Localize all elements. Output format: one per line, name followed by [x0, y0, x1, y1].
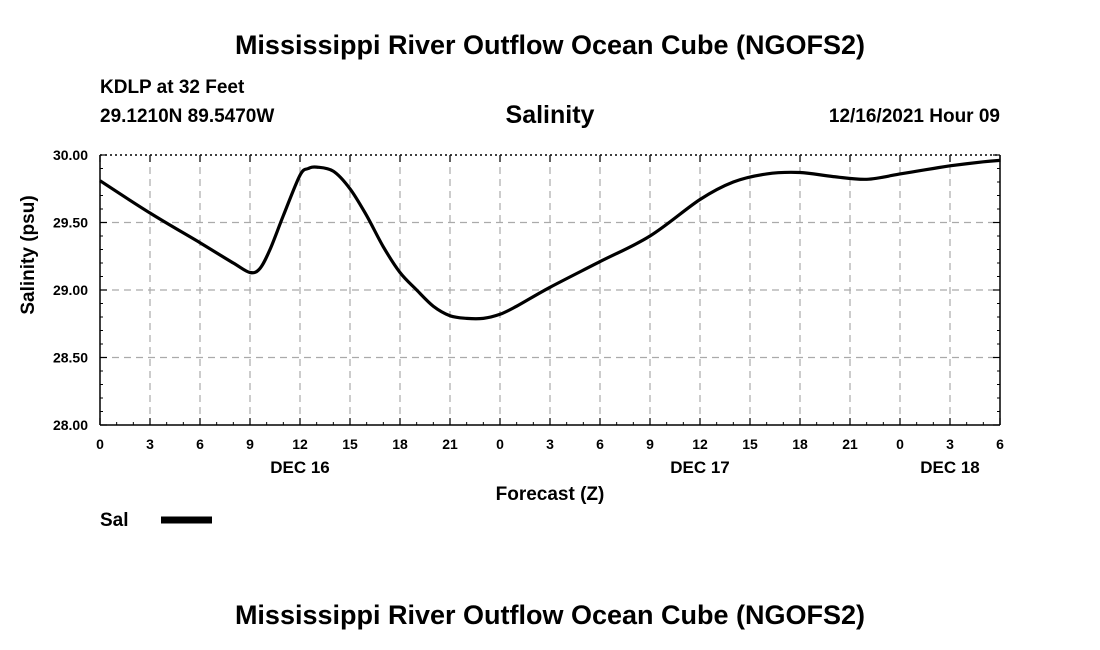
chart-title: Mississippi River Outflow Ocean Cube (NG…: [234, 30, 866, 60]
series-layer: [99, 158, 1001, 321]
legend-label: Sal: [100, 510, 129, 531]
x-tick-label: 9: [246, 436, 254, 452]
y-tick-label: 28.00: [53, 417, 88, 433]
x-tick-label: 18: [792, 436, 808, 452]
y-tick-label: 30.00: [53, 147, 88, 163]
y-tick-label: 29.00: [53, 282, 88, 298]
x-tick-label: 6: [596, 436, 604, 452]
x-tick-label: 9: [646, 436, 654, 452]
x-tick-label: 12: [292, 436, 308, 452]
grid-lines: [100, 155, 1000, 425]
x-axis-title: Forecast (Z): [496, 484, 605, 505]
x-tick-label: 6: [996, 436, 1004, 452]
x-tick-label: 3: [146, 436, 154, 452]
series-line-sal: [99, 158, 1001, 321]
x-tick-label: 21: [842, 436, 858, 452]
footer-title: Mississippi River Outflow Ocean Cube (NG…: [234, 600, 866, 630]
tick-labels: 0 3 6 9 12 15 18 21 0 3 6 9 12 15 18 21 0 3 6 28.00 28.50 29.…: [53, 147, 1004, 477]
station-coordinates: 29.1210N 89.5470W: [100, 106, 275, 127]
y-tick-label: 28.50: [53, 350, 88, 366]
day-label: DEC 17: [670, 458, 730, 477]
plot-title: Salinity: [505, 101, 595, 129]
forecast-timestamp: 12/16/2021 Hour 09: [828, 106, 1000, 127]
x-tick-label: 0: [896, 436, 904, 452]
y-tick-label: 29.50: [53, 215, 88, 231]
x-tick-label: 0: [96, 436, 104, 452]
x-tick-label: 0: [496, 436, 504, 452]
x-tick-label: 3: [946, 436, 954, 452]
station-label: KDLP at 32 Feet: [100, 77, 245, 98]
day-label: DEC 18: [920, 458, 980, 477]
x-tick-label: 6: [196, 436, 204, 452]
x-tick-label: 12: [692, 436, 708, 452]
x-tick-label: 15: [342, 436, 358, 452]
x-tick-label: 15: [742, 436, 758, 452]
y-axis-title: Salinity (psu): [18, 195, 39, 314]
axes: [99, 154, 1001, 426]
x-tick-label: 21: [442, 436, 458, 452]
x-tick-label: 3: [546, 436, 554, 452]
day-label: DEC 16: [270, 458, 330, 477]
x-tick-label: 18: [392, 436, 408, 452]
